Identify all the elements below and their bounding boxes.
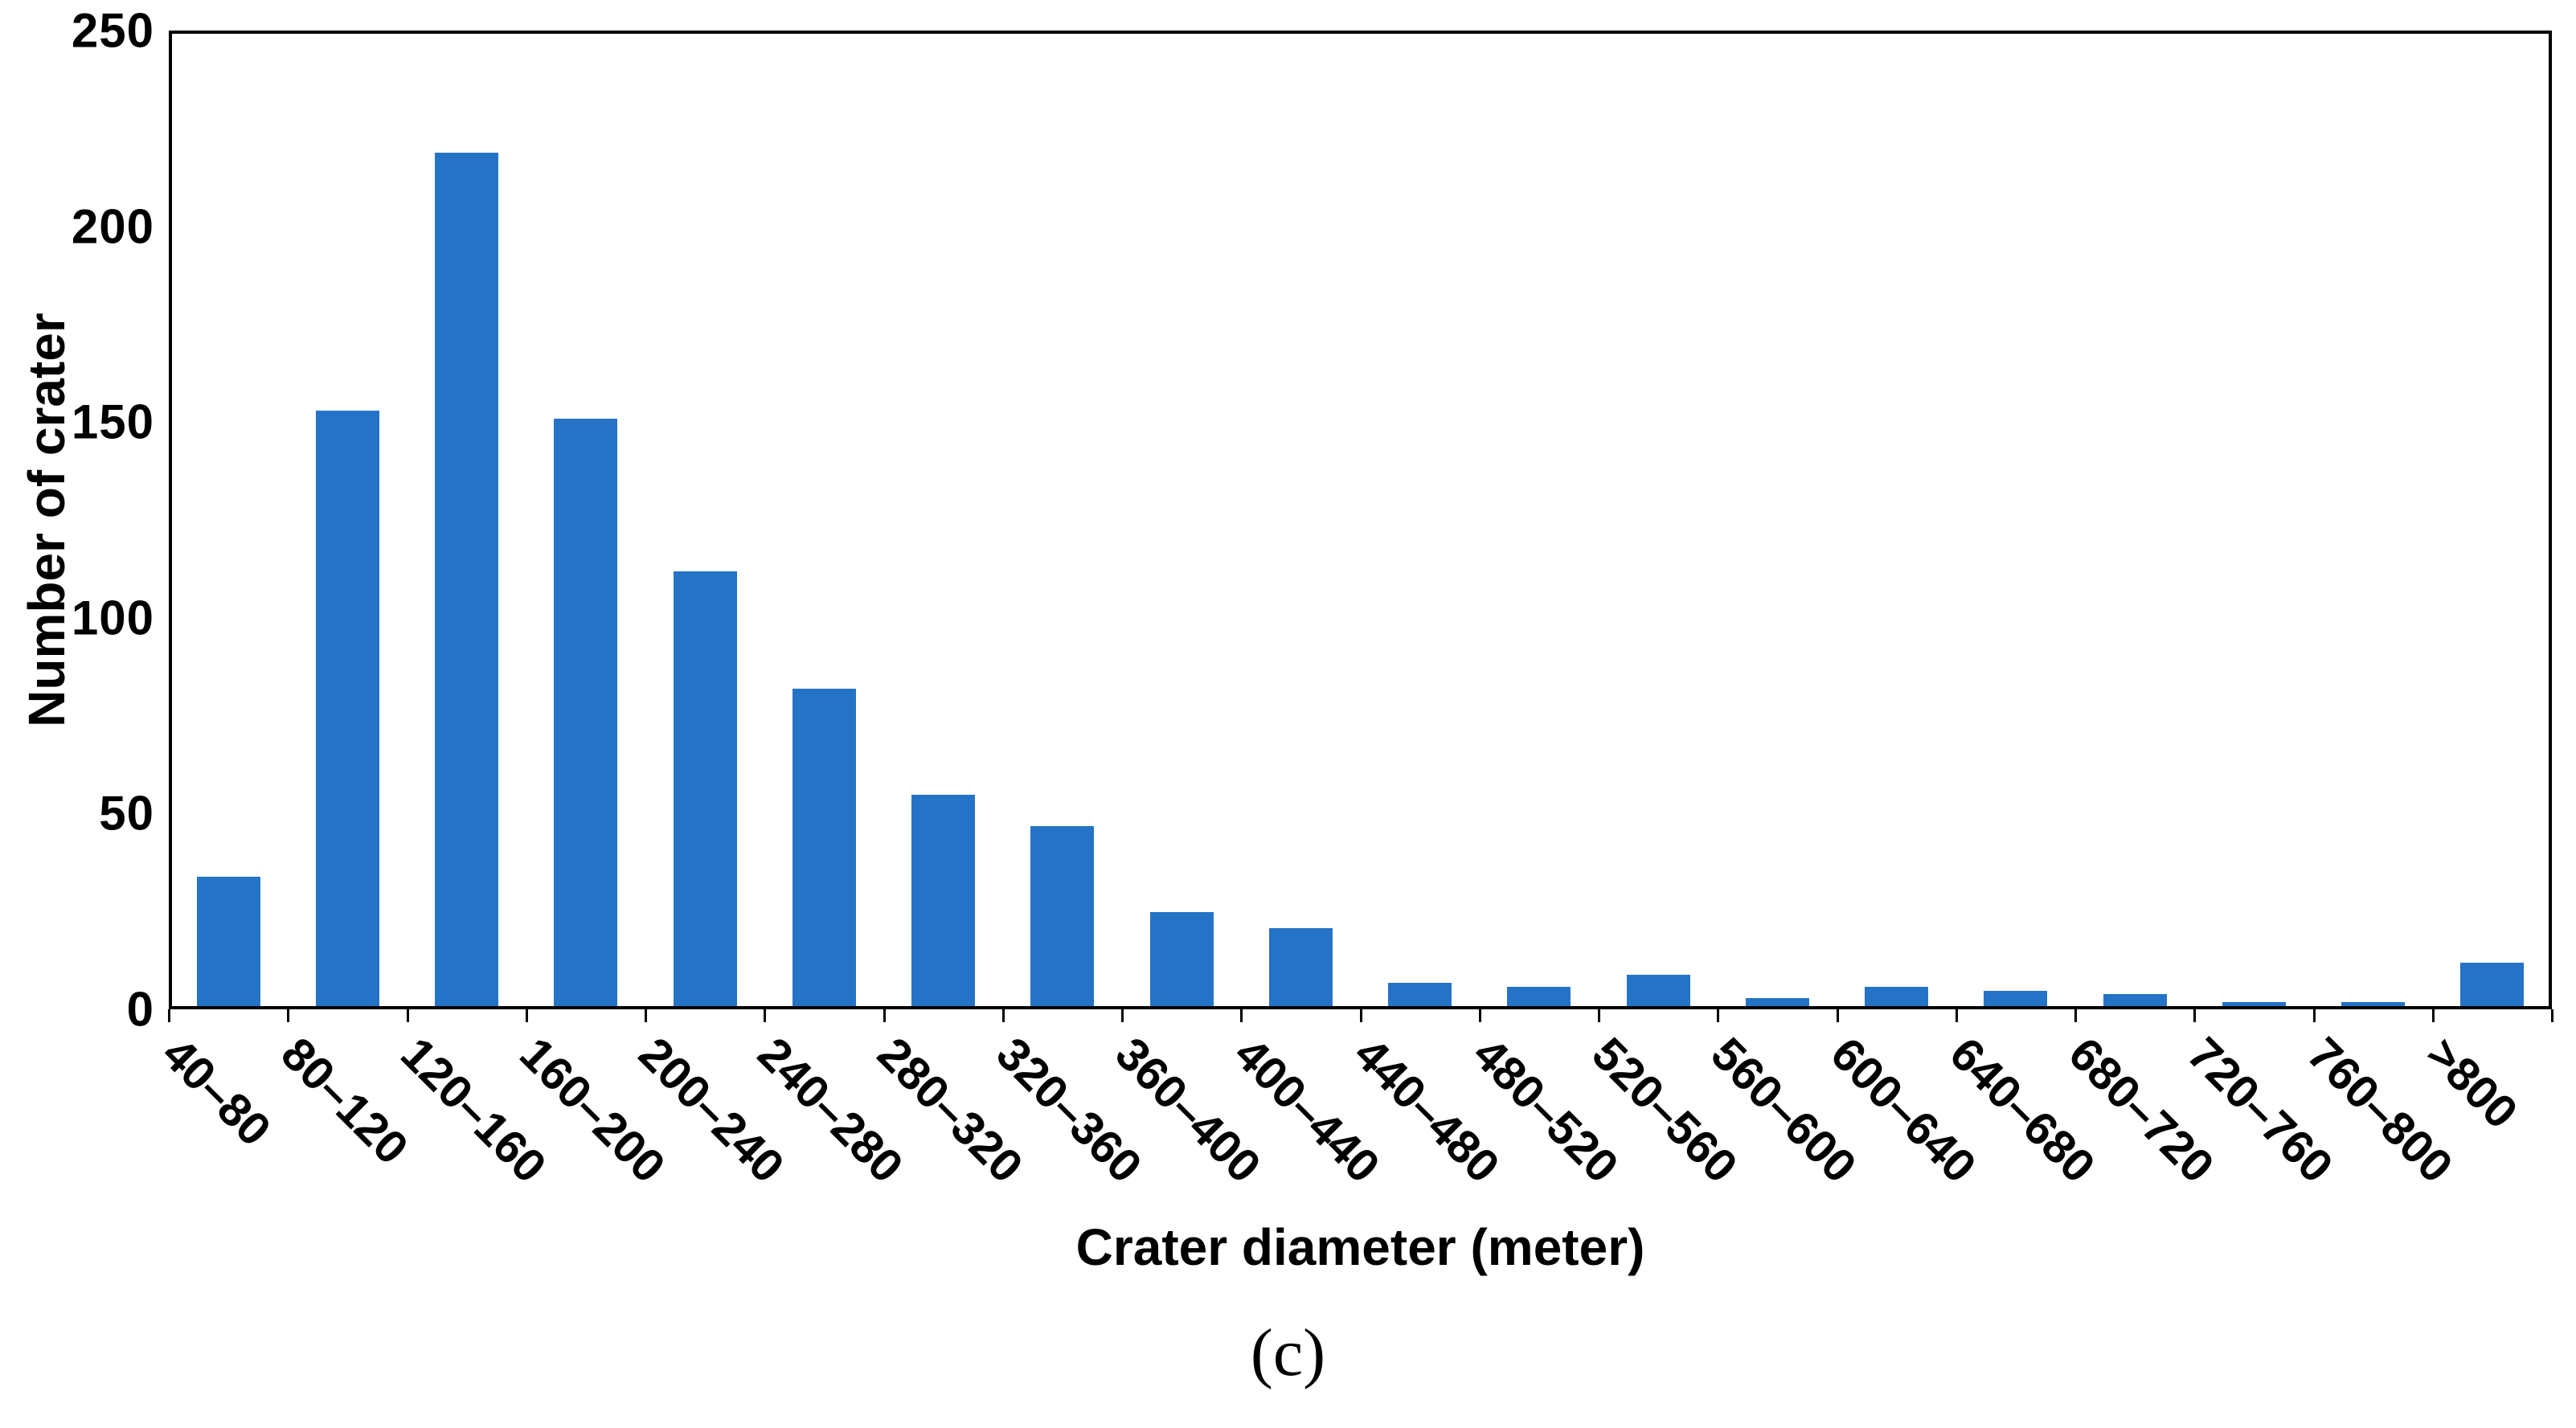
y-tick-label-0: 0 — [126, 982, 154, 1037]
x-tick-mark — [525, 1009, 528, 1022]
bar-640-680 — [1984, 991, 2047, 1006]
x-tick-mark — [1478, 1009, 1481, 1022]
x-tick-mark — [2193, 1009, 2197, 1022]
x-tick-mark — [2074, 1009, 2077, 1022]
bar-520-560 — [1627, 975, 1690, 1006]
bar-240-280 — [792, 689, 856, 1006]
x-tick-mark — [287, 1009, 290, 1022]
x-tick-label-40-80: 40–80 — [152, 1027, 281, 1156]
figure-caption: (c) — [1250, 1315, 1326, 1390]
bar-400-440 — [1269, 928, 1333, 1006]
bar-200-240 — [674, 571, 737, 1006]
x-tick-mark — [1240, 1009, 1243, 1022]
x-tick-mark — [764, 1009, 767, 1022]
x-tick-label--800: >800 — [2416, 1027, 2528, 1140]
x-tick-mark — [168, 1009, 170, 1022]
x-tick-mark — [2312, 1009, 2316, 1022]
bar-440-480 — [1388, 983, 1452, 1006]
x-tick-mark — [2551, 1009, 2553, 1022]
y-tick-label-150: 150 — [71, 395, 154, 449]
bar-760-800 — [2341, 1002, 2405, 1006]
plot-area — [169, 31, 2552, 1009]
y-tick-label-200: 200 — [71, 199, 154, 254]
x-tick-mark — [1359, 1009, 1362, 1022]
bar-680-720 — [2103, 994, 2167, 1006]
x-tick-label-80-120: 80–120 — [271, 1027, 419, 1175]
bar-40-80 — [197, 877, 260, 1006]
y-tick-label-50: 50 — [99, 786, 154, 841]
bar-560-600 — [1746, 998, 1809, 1006]
x-tick-mark — [1121, 1009, 1124, 1022]
bar-600-640 — [1865, 987, 1928, 1006]
bar-720-760 — [2222, 1002, 2286, 1006]
x-tick-mark — [1598, 1009, 1600, 1022]
x-tick-mark — [883, 1009, 886, 1022]
x-tick-mark — [1836, 1009, 1839, 1022]
x-axis-title: Crater diameter (meter) — [1075, 1218, 1645, 1276]
bar-360-400 — [1150, 912, 1214, 1006]
y-tick-label-250: 250 — [71, 3, 154, 58]
bar--800 — [2460, 963, 2524, 1006]
bar-160-200 — [554, 419, 617, 1006]
bar-120-160 — [435, 153, 498, 1006]
bar-320-360 — [1030, 826, 1094, 1006]
y-tick-label-100: 100 — [71, 591, 154, 645]
x-tick-mark — [1955, 1009, 1958, 1022]
bar-280-320 — [911, 795, 975, 1006]
x-tick-mark — [645, 1009, 647, 1022]
y-axis-title: Number of crater — [18, 313, 76, 727]
x-tick-mark — [1001, 1009, 1005, 1022]
x-tick-mark — [1717, 1009, 1720, 1022]
x-tick-mark — [2431, 1009, 2435, 1022]
bar-480-520 — [1507, 987, 1571, 1006]
bar-80-120 — [316, 411, 379, 1006]
x-tick-mark — [406, 1009, 409, 1022]
